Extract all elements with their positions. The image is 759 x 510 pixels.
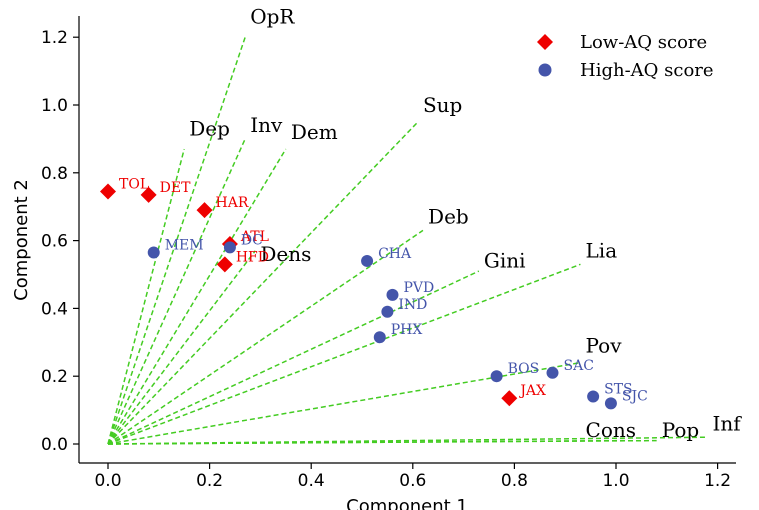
point-mem: [147, 246, 160, 259]
point-label-hfd: HFD: [236, 249, 269, 265]
y-tick-label: 0.6: [41, 232, 68, 252]
point-pvd: [386, 288, 399, 301]
vector-label-cons: Cons: [586, 418, 637, 442]
x-tick-label: 0.4: [298, 471, 325, 491]
legend-label: Low-AQ score: [580, 32, 707, 53]
point-label-mem: MEM: [165, 237, 204, 253]
vector-label-inf: Inf: [713, 411, 743, 435]
x-axis-title: Component 1: [346, 496, 468, 510]
point-label-jax: JAX: [518, 383, 546, 399]
vector-label-opr: OpR: [250, 5, 295, 29]
x-tick-label: 0.6: [399, 471, 426, 491]
y-tick-label: 0.0: [41, 435, 68, 455]
legend: Low-AQ score High-AQ score: [537, 32, 714, 81]
point-cha: [361, 254, 374, 267]
vector-inf: [107, 436, 708, 445]
vector-label-dem: Dem: [291, 120, 338, 144]
point-har: [196, 202, 213, 219]
y-tick-label: 0.8: [41, 164, 68, 184]
point-det: [140, 186, 157, 203]
vector-label-sup: Sup: [423, 93, 462, 117]
legend-label: High-AQ score: [580, 60, 714, 81]
point-label-sts: STS: [604, 382, 633, 398]
point-sts: [587, 390, 600, 403]
vector-gini: [107, 270, 480, 445]
point-phx: [373, 331, 386, 344]
vector-sup: [107, 121, 419, 445]
vector-dem: [107, 148, 287, 445]
point-label-ind: IND: [398, 297, 427, 313]
x-tick-label: 1.2: [704, 471, 731, 491]
loading-vectors: OpR Dep Inv Dem Sup Deb Dens Gini Lia Pov Cons Pop I…: [107, 5, 743, 445]
point-label-det: DET: [160, 180, 191, 196]
point-label-sac: SAC: [564, 358, 594, 374]
point-tol: [100, 183, 116, 200]
y-tick-label: 0.4: [41, 299, 68, 319]
point-bos: [490, 370, 503, 383]
point-hfd: [216, 256, 233, 273]
point-label-sjc: SJC: [622, 388, 648, 404]
vector-label-gini: Gini: [484, 249, 526, 273]
y-tick-label: 1.2: [41, 28, 68, 48]
vector-label-pop: Pop: [662, 418, 700, 442]
x-tick-label: 0.0: [94, 471, 121, 491]
point-dc: [223, 241, 236, 254]
point-sac: [546, 366, 559, 379]
point-label-bos: BOS: [508, 361, 540, 377]
legend-marker-low: [537, 34, 553, 50]
vector-label-deb: Deb: [428, 205, 469, 229]
y-tick-label: 0.2: [41, 367, 68, 387]
axes: 0.0 0.2 0.4 0.6 0.8 1.0 1.2 0.0 0.2 0.4 0.6 0.8 1.0 1…: [41, 16, 736, 491]
x-tick-label: 1.0: [602, 471, 629, 491]
legend-marker-high: [538, 63, 552, 77]
point-label-tol: TOL: [119, 176, 149, 192]
y-axis-title: Component 2: [11, 179, 32, 301]
point-label-phx: PHX: [391, 322, 423, 338]
vector-label-inv: Inv: [250, 113, 283, 137]
vector-label-lia: Lia: [586, 239, 618, 263]
x-tick-label: 0.2: [196, 471, 223, 491]
vector-lia: [107, 263, 581, 445]
vector-label-dens: Dens: [260, 242, 311, 266]
point-jax: [501, 390, 518, 407]
point-label-atl: ATL: [240, 229, 269, 245]
vector-dep: [107, 148, 185, 445]
point-label-pvd: PVD: [403, 280, 434, 296]
point-label-dc: DC: [241, 232, 263, 248]
y-tick-label: 1.0: [41, 96, 68, 116]
x-tick-label: 0.8: [501, 471, 528, 491]
vector-dens: [107, 250, 256, 445]
vector-label-dep: Dep: [189, 117, 230, 141]
point-label-cha: CHA: [378, 246, 412, 262]
point-label-har: HAR: [216, 195, 249, 211]
point-ind: [381, 305, 394, 318]
point-sjc: [604, 397, 617, 410]
vector-label-pov: Pov: [586, 333, 623, 357]
